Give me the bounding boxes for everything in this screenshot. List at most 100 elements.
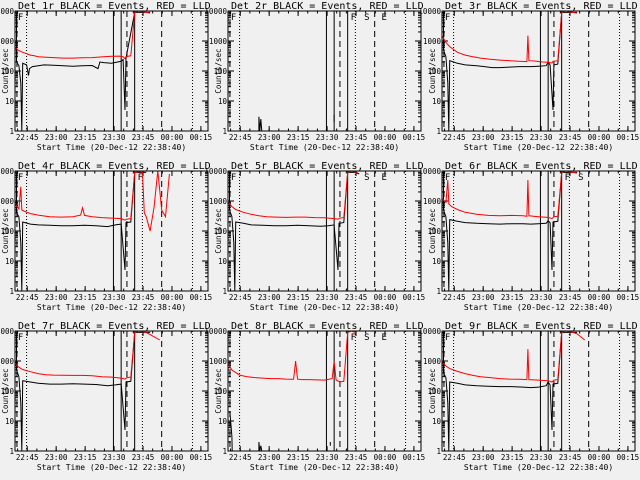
x-tick-label: 23:30 — [103, 293, 126, 302]
flag-annotation: S — [364, 13, 369, 23]
plot-area: F — [15, 331, 194, 451]
flag-annotation: E — [381, 333, 386, 343]
x-tick-label: 23:00 — [45, 133, 68, 142]
panel-title: Det 3r BLACK = Events, RED = LLD — [445, 1, 638, 12]
x-axis-label: Start Time (20-Dec-12 22:38:40) — [37, 303, 186, 312]
events-series-line — [258, 441, 263, 451]
x-tick-label: 00:15 — [403, 453, 426, 462]
x-tick-label: 23:30 — [316, 133, 339, 142]
x-axis-label: Start Time (20-Dec-12 22:38:40) — [250, 463, 399, 472]
x-tick-label: 22:45 — [16, 293, 39, 302]
x-tick-label: 23:00 — [258, 453, 281, 462]
x-tick-label: 23:15 — [74, 453, 97, 462]
panel-title: Det 6r BLACK = Events, RED = LLD — [445, 161, 638, 172]
x-tick-label: 23:15 — [287, 133, 310, 142]
events-series-line — [442, 11, 578, 131]
events-series-line — [442, 331, 578, 451]
y-tick-label: 10 — [432, 257, 442, 266]
y-tick-label: 10 — [432, 417, 442, 426]
plot-area: F — [442, 331, 621, 451]
x-tick-label: 00:00 — [374, 453, 397, 462]
flag-annotation: F — [18, 13, 23, 23]
events-series-line — [228, 171, 360, 291]
x-tick-label: 23:15 — [501, 293, 524, 302]
panel-title: Det 9r BLACK = Events, RED = LLD — [445, 321, 638, 332]
plot-frame — [227, 330, 422, 452]
panel-title: Det 7r BLACK = Events, RED = LLD — [18, 321, 211, 332]
y-tick-label: 10000 — [418, 327, 441, 336]
detector-panel: Det 8r BLACK = Events, RED = LLD Counts/s… — [204, 321, 425, 472]
lld-series-line — [228, 171, 358, 220]
x-tick-label: 00:00 — [161, 133, 184, 142]
events-series-line — [229, 411, 233, 451]
x-tick-label: 23:30 — [530, 453, 553, 462]
events-series-line — [258, 116, 263, 131]
x-tick-label: 22:45 — [229, 133, 252, 142]
flag-annotation: F — [351, 333, 356, 343]
y-tick-label: 10000 — [0, 167, 14, 176]
flag-annotation: F — [351, 13, 356, 23]
detector-panel: Det 3r BLACK = Events, RED = LLD Counts/s… — [418, 1, 639, 152]
lld-series-line — [15, 331, 161, 380]
x-tick-label: 23:15 — [501, 133, 524, 142]
detector-panel: Det 5r BLACK = Events, RED = LLD Counts/s… — [204, 161, 425, 312]
y-axis-label: Counts/sec — [1, 48, 10, 93]
y-axis-label: Counts/sec — [214, 208, 223, 253]
y-tick-label: 10 — [218, 417, 228, 426]
plot-area: F — [442, 11, 621, 131]
x-tick-label: 00:15 — [617, 293, 640, 302]
detector-panel: Det 9r BLACK = Events, RED = LLD Counts/s… — [418, 321, 639, 472]
detector-panel: Det 4r BLACK = Events, RED = LLD Counts/s… — [0, 161, 212, 312]
y-tick-label: 1 — [9, 127, 14, 136]
flag-annotation: S — [364, 173, 369, 183]
y-axis-label: Counts/sec — [428, 208, 437, 253]
lld-series-line — [15, 171, 170, 232]
flag-annotation: S — [578, 173, 583, 183]
y-tick-label: 10000 — [0, 7, 14, 16]
events-series-line — [15, 171, 147, 291]
lld-series-line — [442, 331, 586, 383]
plot-frame — [441, 170, 636, 292]
lld-series-line — [228, 331, 356, 383]
y-tick-label: 10 — [218, 257, 228, 266]
y-tick-label: 100 — [0, 227, 14, 236]
y-tick-label: 1 — [436, 127, 441, 136]
x-tick-label: 00:00 — [588, 453, 611, 462]
plot-frame — [227, 170, 422, 292]
x-tick-label: 23:45 — [345, 453, 368, 462]
y-tick-label: 1 — [222, 447, 227, 456]
x-axis-label: Start Time (20-Dec-12 22:38:40) — [37, 463, 186, 472]
y-tick-label: 100 — [213, 227, 227, 236]
x-tick-label: 23:45 — [559, 453, 582, 462]
x-axis-label: Start Time (20-Dec-12 22:38:40) — [464, 463, 613, 472]
x-tick-label: 23:45 — [559, 133, 582, 142]
y-tick-label: 10 — [218, 97, 228, 106]
x-tick-label: 23:00 — [258, 133, 281, 142]
detector-panel: Det 6r BLACK = Events, RED = LLD Counts/s… — [418, 161, 639, 312]
flag-annotation: S — [364, 333, 369, 343]
x-tick-label: 23:30 — [103, 453, 126, 462]
x-tick-label: 22:45 — [16, 133, 39, 142]
x-tick-label: 00:15 — [190, 453, 213, 462]
x-tick-label: 23:00 — [472, 293, 495, 302]
y-tick-label: 1000 — [423, 197, 442, 206]
panel-title: Det 1r BLACK = Events, RED = LLD — [18, 1, 211, 12]
x-tick-label: 23:00 — [472, 133, 495, 142]
x-tick-label: 23:15 — [287, 293, 310, 302]
x-tick-label: 00:00 — [588, 133, 611, 142]
x-tick-label: 00:00 — [161, 293, 184, 302]
plot-frame — [14, 170, 209, 292]
x-tick-label: 23:45 — [559, 293, 582, 302]
y-tick-label: 10 — [5, 417, 15, 426]
y-tick-label: 1000 — [209, 37, 228, 46]
x-tick-label: 23:45 — [345, 293, 368, 302]
y-tick-label: 10 — [5, 97, 15, 106]
y-tick-label: 100 — [427, 227, 441, 236]
y-tick-label: 1 — [9, 447, 14, 456]
lld-series-line — [442, 11, 578, 64]
y-tick-label: 10 — [5, 257, 15, 266]
x-tick-label: 00:00 — [374, 293, 397, 302]
